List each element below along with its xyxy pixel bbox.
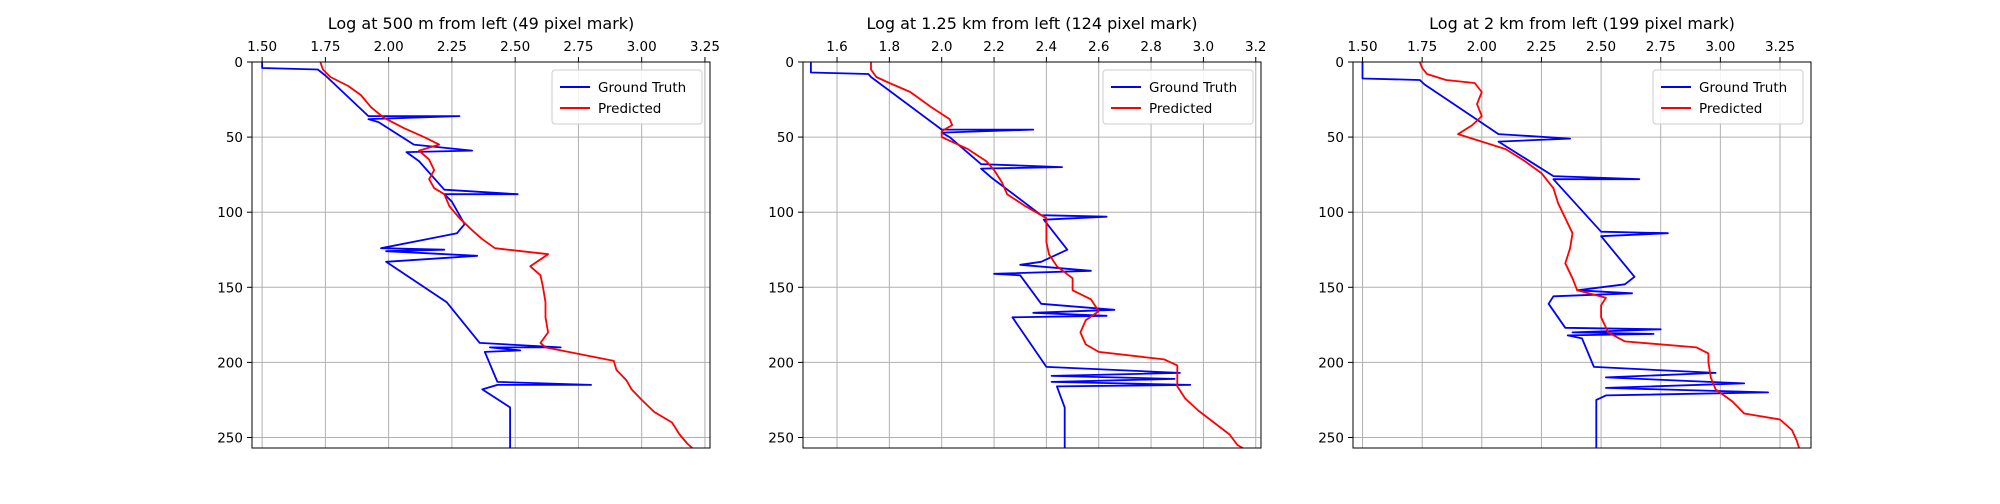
series-line-ground-truth [810, 62, 1192, 448]
x-tick-label: 3.25 [690, 39, 720, 55]
x-tick-label: 2.50 [1586, 39, 1616, 55]
axes-frame [251, 61, 711, 449]
series-line-predicted [1418, 61, 1800, 449]
y-tick-label: 150 [768, 280, 794, 296]
x-tick-label: 1.50 [1348, 39, 1378, 55]
y-tick-label: 100 [768, 205, 794, 221]
x-tick-label: 1.8 [879, 39, 900, 55]
y-tick-label: 200 [768, 355, 794, 371]
x-tick-label: 2.8 [1140, 39, 1161, 55]
y-tick-label: 150 [1318, 280, 1344, 296]
y-tick-label: 0 [785, 55, 794, 71]
x-tick-label: 2.25 [437, 39, 467, 55]
x-tick-label: 1.6 [826, 39, 847, 55]
x-tick-label: 2.75 [563, 39, 593, 55]
legend: Ground Truth Predicted [1652, 69, 1804, 125]
axes-frame [1352, 61, 1812, 449]
x-tick-label: 2.6 [1088, 39, 1109, 55]
y-tick-label: 100 [1318, 205, 1344, 221]
y-tick-label: 0 [1335, 55, 1344, 71]
y-tick-label: 50 [777, 130, 794, 146]
series-line-predicted [319, 61, 693, 449]
axes-frame [802, 61, 1262, 449]
x-tick-label: 2.50 [500, 39, 530, 55]
series-line-predicted [870, 62, 1244, 449]
chart-title: Log at 500 m from left (49 pixel mark) [328, 14, 635, 33]
y-tick-label: 250 [1318, 430, 1344, 446]
y-tick-label: 50 [226, 130, 243, 146]
y-tick-label: 250 [217, 430, 243, 446]
x-tick-label: 3.2 [1245, 39, 1266, 55]
legend: Ground Truth Predicted [551, 69, 703, 125]
x-tick-label: 3.25 [1765, 39, 1795, 55]
y-tick-label: 200 [217, 355, 243, 371]
y-tick-label: 50 [1327, 130, 1344, 146]
legend-label: Ground Truth [598, 80, 686, 96]
y-tick-label: 250 [768, 430, 794, 446]
x-tick-label: 3.00 [1705, 39, 1735, 55]
y-tick-label: 200 [1318, 355, 1344, 371]
legend-box [1652, 69, 1804, 125]
x-tick-label: 2.00 [1467, 39, 1497, 55]
x-tick-label: 1.50 [247, 39, 277, 55]
y-tick-label: 0 [234, 55, 243, 71]
x-tick-label: 3.00 [627, 39, 657, 55]
y-tick-label: 150 [217, 280, 243, 296]
chart-title: Log at 2 km from left (199 pixel mark) [1429, 14, 1735, 33]
chart-panel-1: 1.50 1.75 2.00 2.25 2.50 2.75 3.00 3.25 0 50 100 15… [217, 14, 720, 449]
chart-title: Log at 1.25 km from left (124 pixel mark… [866, 14, 1197, 33]
x-tick-label: 2.00 [374, 39, 404, 55]
y-tick-label: 100 [217, 205, 243, 221]
legend-label: Predicted [1699, 101, 1762, 117]
chart-panel-2: 1.6 1.8 2.0 2.2 2.4 2.6 2.8 3.0 3.2 0 50 100 150 200 2… [768, 14, 1267, 449]
legend: Ground Truth Predicted [1102, 69, 1254, 125]
x-tick-label: 3.0 [1193, 39, 1214, 55]
x-tick-label: 2.4 [1036, 39, 1057, 55]
legend-box [1102, 69, 1254, 125]
legend-box [551, 69, 703, 125]
chart-panel-3: 1.50 1.75 2.00 2.25 2.50 2.75 3.00 3.25 0 50 100 15… [1318, 14, 1812, 449]
x-tick-label: 2.25 [1526, 39, 1556, 55]
x-tick-label: 1.75 [310, 39, 340, 55]
legend-label: Ground Truth [1699, 80, 1787, 96]
x-tick-label: 2.2 [983, 39, 1004, 55]
legend-label: Predicted [1149, 101, 1212, 117]
legend-label: Ground Truth [1149, 80, 1237, 96]
series-line-ground-truth [261, 62, 592, 448]
x-tick-label: 2.75 [1646, 39, 1676, 55]
x-tick-label: 1.75 [1407, 39, 1437, 55]
legend-label: Predicted [598, 101, 661, 117]
x-tick-label: 2.0 [931, 39, 952, 55]
